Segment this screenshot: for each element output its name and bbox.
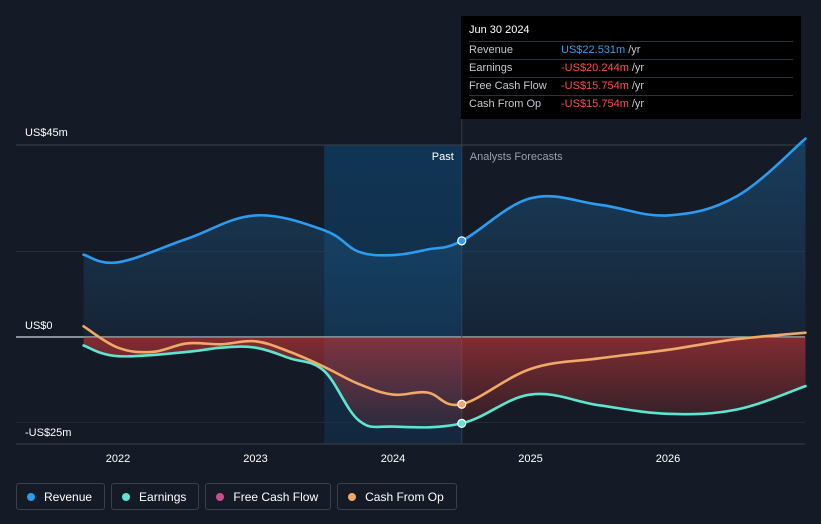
tooltip-row-revenue: Revenue US$22.531m /yr <box>469 41 793 59</box>
tooltip-value: -US$15.754m <box>561 98 629 110</box>
tooltip-value: -US$20.244m <box>561 62 629 74</box>
tooltip-row-cash-from-op: Cash From Op -US$15.754m /yr <box>469 95 793 113</box>
y-label-top: US$45m <box>25 127 68 139</box>
tooltip-label: Earnings <box>469 62 513 74</box>
legend-item-free-cash-flow[interactable]: Free Cash Flow <box>205 483 332 510</box>
tooltip-value: -US$15.754m <box>561 80 629 92</box>
earnings-line <box>82 344 807 429</box>
tooltip-label: Cash From Op <box>469 98 542 110</box>
forecast-label: Analysts Forecasts <box>470 151 563 163</box>
tooltip-label: Free Cash Flow <box>469 80 547 92</box>
revenue-area <box>83 138 806 337</box>
tooltip-row-earnings: Earnings -US$20.244m /yr <box>469 59 793 77</box>
legend-label: Earnings <box>139 489 187 504</box>
tooltip-label: Revenue <box>469 44 514 56</box>
revenue-line <box>82 137 807 265</box>
earnings-dot-icon <box>122 492 131 501</box>
tooltip-unit: /yr <box>628 44 641 56</box>
past-label: Past <box>432 151 454 163</box>
cash-from-op-dot-icon <box>348 492 357 501</box>
tooltip-unit: /yr <box>631 62 645 74</box>
legend-item-earnings[interactable]: Earnings <box>111 483 200 510</box>
revenue-highlight-point <box>457 236 467 246</box>
legend-label: Revenue <box>44 489 93 504</box>
x-tick-label: 2022 <box>106 453 130 465</box>
tooltip-unit: /yr <box>631 98 645 110</box>
tooltip-unit: /yr <box>631 80 645 92</box>
legend-label: Free Cash Flow <box>233 489 319 504</box>
cash-from-op-highlight-point <box>457 399 467 409</box>
x-tick-label: 2023 <box>243 453 267 465</box>
legend-item-revenue[interactable]: Revenue <box>16 483 106 510</box>
revenue-dot-icon <box>27 492 35 501</box>
y-label-bottom: -US$25m <box>25 427 71 439</box>
cash-from-op-line <box>82 325 807 407</box>
tooltip-row-free-cash-flow: Free Cash Flow -US$15.754m /yr <box>469 77 793 95</box>
earnings-highlight-point <box>457 418 467 428</box>
free-cash-flow-dot-icon <box>216 492 225 501</box>
tooltip-date: Jun 30 2024 <box>469 24 530 36</box>
negative-area <box>83 337 806 428</box>
y-label-zero: US$0 <box>25 320 53 332</box>
x-tick-label: 2026 <box>656 453 680 465</box>
tooltip-value: US$22.531m <box>561 44 626 56</box>
legend-label: Cash From Op <box>365 489 444 504</box>
tooltip: Jun 30 2024 Revenue US$22.531m /yr Earni… <box>461 16 801 119</box>
x-tick-label: 2024 <box>381 453 405 465</box>
legend: Revenue Earnings Free Cash Flow Cash Fro… <box>16 483 457 510</box>
x-tick-label: 2025 <box>518 453 542 465</box>
legend-item-cash-from-op[interactable]: Cash From Op <box>337 483 457 510</box>
